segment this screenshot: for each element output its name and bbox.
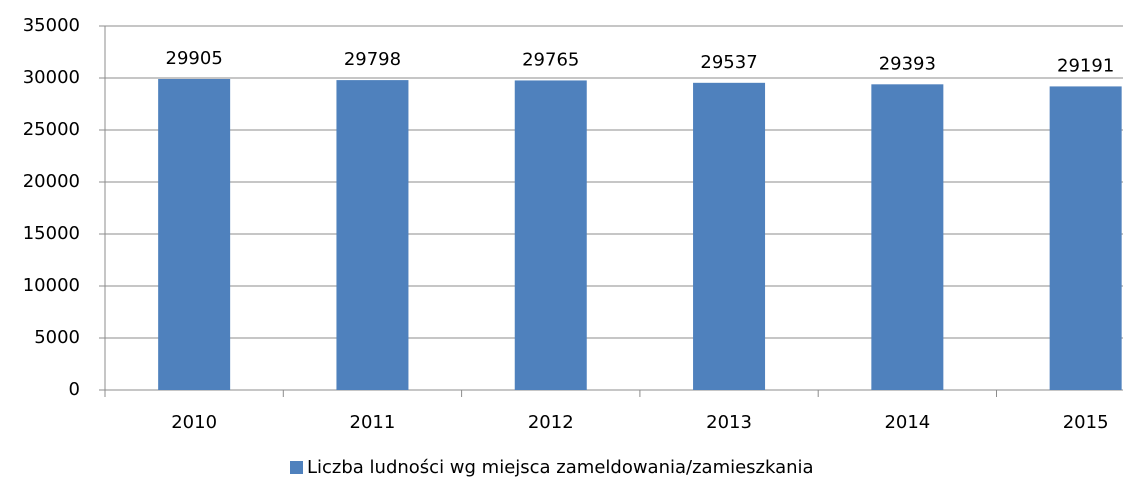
x-tick-label: 2011	[350, 412, 396, 433]
y-tick-label: 35000	[23, 15, 80, 36]
y-tick-label: 25000	[23, 119, 80, 140]
bar	[158, 78, 231, 390]
data-label: 29537	[700, 52, 757, 73]
legend-label: Liczba ludności wg miejsca zameldowania/…	[307, 457, 814, 478]
y-tick-label: 20000	[23, 171, 80, 192]
y-tick-label: 5000	[34, 327, 80, 348]
y-tick-label: 30000	[23, 67, 80, 88]
x-tick-label: 2014	[884, 412, 930, 433]
x-tick-label: 2012	[528, 412, 574, 433]
data-label: 29798	[344, 49, 401, 70]
bar	[514, 80, 587, 390]
y-tick-label: 10000	[23, 275, 80, 296]
data-label: 29191	[1057, 55, 1114, 76]
x-tick-label: 2015	[1063, 412, 1109, 433]
x-tick-label: 2013	[706, 412, 752, 433]
bar	[1049, 86, 1122, 390]
bar	[336, 80, 409, 390]
data-label: 29905	[166, 48, 223, 69]
legend-swatch	[290, 461, 303, 474]
bar	[693, 82, 766, 391]
x-tick-label: 2010	[171, 412, 217, 433]
bar	[871, 84, 944, 390]
y-tick-label: 0	[69, 379, 80, 400]
data-label: 29765	[522, 49, 579, 70]
y-tick-label: 15000	[23, 223, 80, 244]
data-label: 29393	[879, 53, 936, 74]
